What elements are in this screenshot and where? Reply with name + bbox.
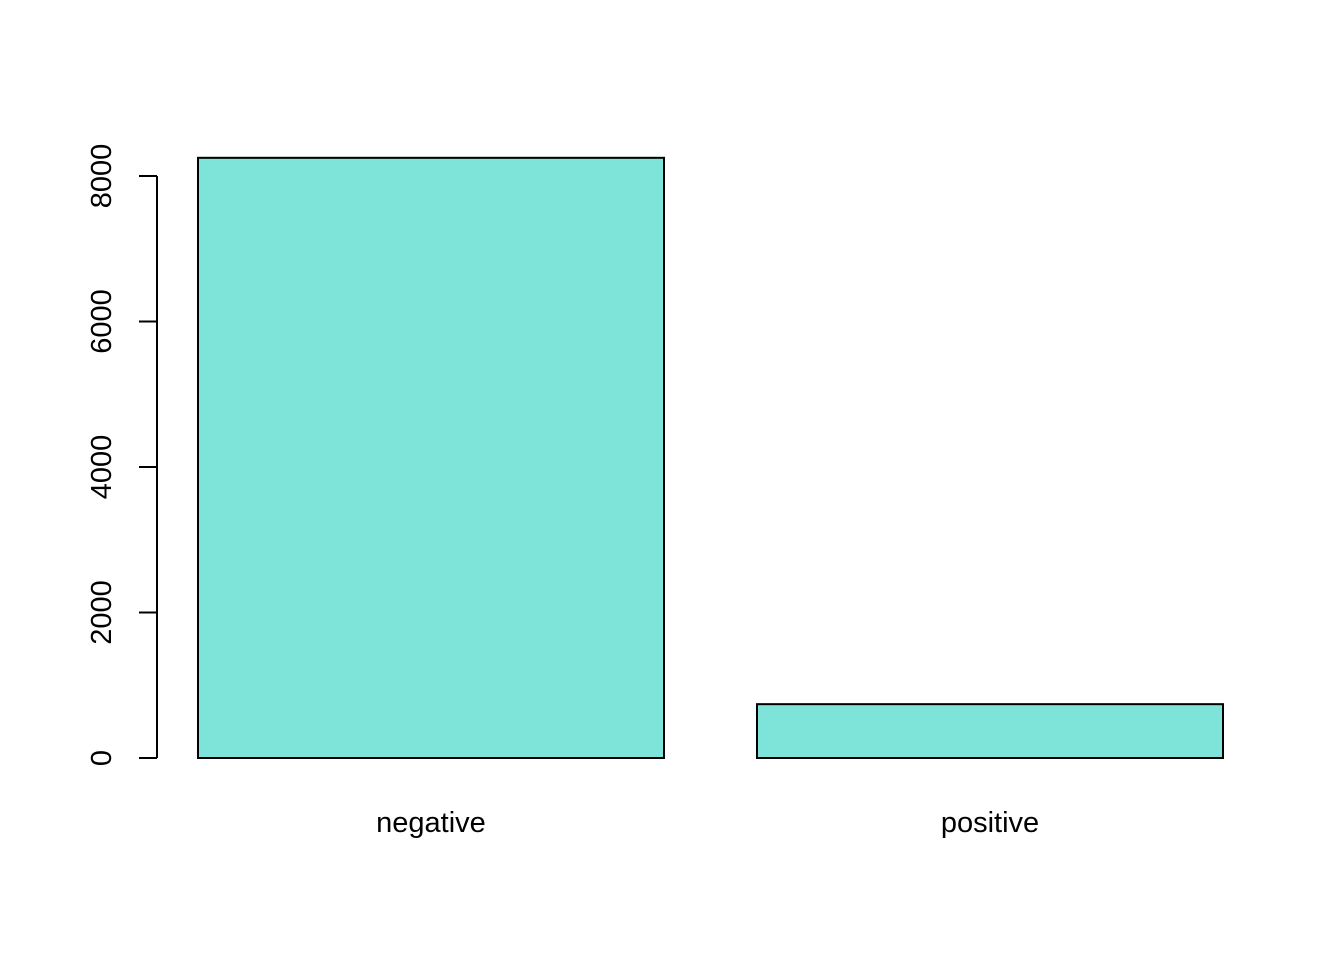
y-ticks-group: 0 2000 4000 6000 8000 — [86, 144, 157, 766]
x-labels-group: negative positive — [376, 807, 1039, 839]
x-category-label: negative — [376, 807, 486, 839]
y-tick-label: 6000 — [86, 289, 118, 354]
y-tick-label: 4000 — [86, 435, 118, 500]
bars-group — [197, 156, 1224, 759]
x-category-label: positive — [941, 807, 1039, 839]
bar-negative — [197, 156, 665, 759]
y-tick-label: 8000 — [86, 144, 118, 209]
y-tick-label: 0 — [86, 750, 118, 766]
bar-positive — [756, 703, 1224, 759]
y-tick-label: 2000 — [86, 580, 118, 645]
